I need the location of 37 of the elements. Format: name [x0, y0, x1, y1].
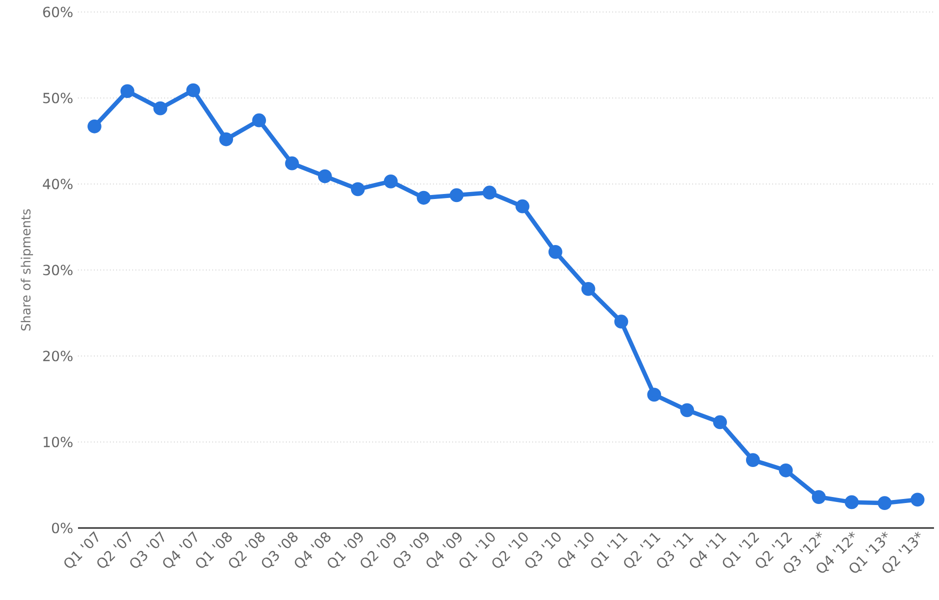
point	[812, 490, 826, 504]
y-tick-label: 0%	[52, 522, 73, 534]
y-tick-label: 60%	[43, 6, 73, 18]
point	[844, 495, 859, 510]
point	[482, 186, 496, 200]
x-tick-label: Q3 '07	[130, 531, 164, 568]
point	[350, 182, 365, 196]
point	[746, 453, 760, 467]
point	[153, 101, 168, 116]
x-tick-label: Q2 '07	[97, 531, 132, 568]
point	[910, 492, 924, 507]
point	[713, 415, 727, 430]
y-tick-label: 30%	[43, 264, 73, 276]
point	[88, 119, 102, 134]
point	[186, 83, 200, 98]
point	[318, 169, 332, 184]
point	[878, 496, 892, 510]
point	[647, 388, 662, 402]
point	[614, 314, 628, 329]
point	[252, 113, 266, 128]
point	[285, 156, 299, 170]
y-tick-label: 10%	[44, 436, 73, 448]
point	[120, 84, 134, 98]
point	[680, 403, 694, 418]
y-tick-label: 50%	[43, 92, 73, 104]
x-tick-label: Q4 '07	[163, 531, 198, 568]
y-tick-label: 20%	[43, 350, 73, 362]
point	[450, 188, 464, 202]
point	[384, 174, 398, 188]
point	[219, 132, 234, 146]
point	[548, 245, 562, 259]
point	[581, 282, 596, 296]
point	[516, 199, 530, 214]
y-axis-title: Share of shipments	[20, 209, 34, 331]
point	[416, 190, 431, 205]
y-tick-label: 40%	[42, 178, 73, 190]
point	[778, 463, 793, 478]
